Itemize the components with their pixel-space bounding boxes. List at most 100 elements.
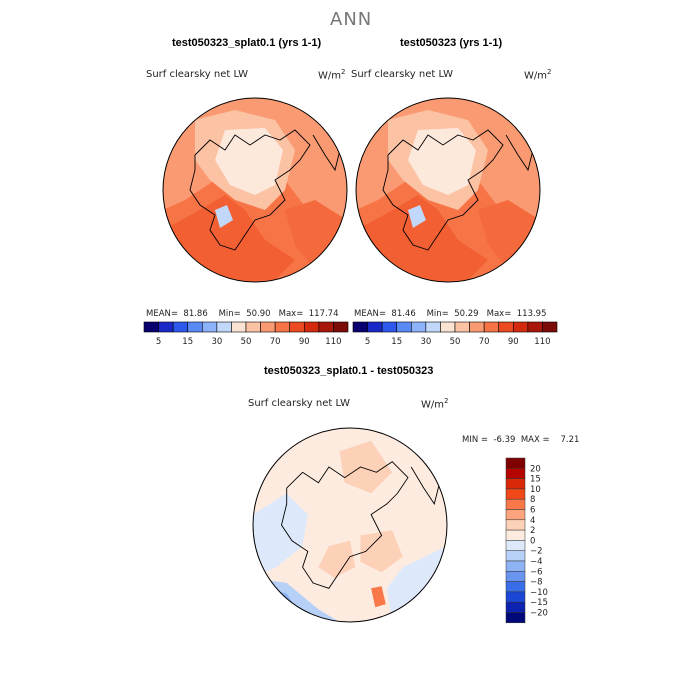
diff-colorbar-tick-label: −20 xyxy=(530,609,548,619)
panel1-max: 117.74 xyxy=(308,309,339,319)
panel2-colorbar-swatch xyxy=(512,321,529,333)
diff-colorbar-swatch xyxy=(505,581,526,593)
diff-colorbar-tick-label: −15 xyxy=(530,598,548,608)
diff-colorbar-swatch xyxy=(505,468,526,479)
panel2-colorbar-swatch xyxy=(527,321,543,333)
panel2-colorbar-swatch xyxy=(352,321,368,333)
field-region-pos xyxy=(318,540,356,578)
panel1-min-label: Min= xyxy=(218,309,241,319)
diff-colorbar-tick-label: 8 xyxy=(530,495,535,505)
diff-colorbar-tick-label: 15 xyxy=(530,475,541,485)
diff-colorbar-swatch xyxy=(505,560,526,572)
map-boundary xyxy=(355,97,541,283)
panel2-max-label: Max= xyxy=(486,309,512,319)
panel1-colorbar-tick-label: 70 xyxy=(270,337,281,347)
panel2-colorbar-tick-label: 70 xyxy=(479,337,490,347)
panel1-units: W/m2 xyxy=(318,68,346,82)
diff-colorbar-tick-label: 6 xyxy=(530,506,535,516)
diff-max-label: MAX = xyxy=(520,435,550,445)
diff-min: -6.39 xyxy=(493,435,516,445)
panel1-colorbar-swatch xyxy=(289,321,305,333)
panel2-units: W/m2 xyxy=(524,68,552,82)
panel2-max: 113.95 xyxy=(516,309,547,319)
main-title: ANN xyxy=(330,9,373,30)
panel1-colorbar-tick-label: 5 xyxy=(156,337,161,347)
field-region-cold xyxy=(408,205,426,228)
panel1-colorbar-swatch xyxy=(260,321,276,333)
panel1-colorbar-swatch xyxy=(201,321,218,333)
diff-colorbar-swatch xyxy=(505,540,526,551)
panel1-max-label: Max= xyxy=(278,309,304,319)
diff-max: 7.21 xyxy=(560,435,580,445)
panel1-colorbar-swatch xyxy=(216,321,232,333)
panel2-variable: Surf clearsky net LW xyxy=(351,69,454,80)
panel2-colorbar-swatch xyxy=(440,321,456,333)
panel2-colorbar-swatch xyxy=(454,321,470,333)
diff-colorbar-swatch xyxy=(505,591,526,603)
coastline xyxy=(189,129,311,251)
diff-colorbar-swatch xyxy=(505,571,526,582)
panel2-title: test050323 (yrs 1-1) xyxy=(400,37,503,49)
diff-colorbar-tick-label: −8 xyxy=(530,578,543,588)
diff-colorbar-tick-label: −10 xyxy=(530,588,548,598)
field-region-neg xyxy=(253,493,308,578)
panel2-colorbar-tick-label: 15 xyxy=(391,337,402,347)
panel1-colorbar-tick-label: 90 xyxy=(299,337,310,347)
panel1-colorbar-swatch xyxy=(187,321,203,333)
field-region-lowest xyxy=(408,128,476,195)
diff-minmax: MIN = -6.39 MAX = 7.21 xyxy=(462,435,579,445)
panel1-mean: 81.86 xyxy=(183,309,208,319)
panel1-colorbar-tick-label: 15 xyxy=(182,337,193,347)
panel2-colorbar-swatch xyxy=(396,321,412,333)
diff-variable: Surf clearsky net LW xyxy=(248,398,351,409)
diff-units: W/m2 xyxy=(421,397,449,411)
diff-colorbar-swatch xyxy=(505,488,526,500)
diff-colorbar-tick-label: 2 xyxy=(530,526,535,536)
panel1-colorbar-swatch xyxy=(158,321,174,333)
panel1-colorbar-swatch xyxy=(172,321,189,333)
panel1-colorbar: 51530507090110130 xyxy=(143,321,349,347)
field-region-pos xyxy=(360,530,403,573)
diff-colorbar-tick-label: 4 xyxy=(530,516,535,526)
panel2-mean-label: MEAN= xyxy=(354,309,386,319)
panel2-colorbar-tick-label: 110 xyxy=(534,337,550,347)
panel1-colorbar-swatch xyxy=(318,321,334,333)
diff-colorbar-swatch xyxy=(505,550,526,562)
coastline xyxy=(382,129,504,251)
panel1-colorbar-swatch xyxy=(245,321,261,333)
coastline xyxy=(281,461,409,589)
panel2-colorbar-tick-label: 30 xyxy=(420,337,431,347)
diff-colorbar-tick-label: 0 xyxy=(530,536,535,546)
panel2-min-label: Min= xyxy=(426,309,449,319)
diff-min-label: MIN = xyxy=(462,435,489,445)
diff-colorbar-swatch xyxy=(505,519,526,531)
diff-colorbar-swatch xyxy=(505,498,526,510)
panel1-colorbar-swatch xyxy=(231,321,247,333)
panel2-colorbar-swatch xyxy=(542,321,558,333)
diff-colorbar-tick-label: −4 xyxy=(530,557,543,567)
panel2-colorbar-swatch xyxy=(498,321,514,333)
panel2-colorbar-swatch xyxy=(469,321,485,333)
panel2-mean: 81.46 xyxy=(391,309,416,319)
diff-colorbar-tick-label: −2 xyxy=(530,547,543,557)
field-region-pos xyxy=(371,586,386,608)
diff-colorbar-tick-label: −6 xyxy=(530,567,543,577)
diff-colorbar-swatch xyxy=(505,601,526,613)
diff-colorbar-swatch xyxy=(505,478,526,490)
panel1-title: test050323_splat0.1 (yrs 1-1) xyxy=(172,37,322,49)
panel1-stats: MEAN= 81.86 Min= 50.90 Max= 117.74 xyxy=(146,309,339,319)
panel2-colorbar-tick-label: 5 xyxy=(365,337,370,347)
panel2-min: 50.29 xyxy=(454,309,479,319)
diff-colorbar-tick-label: 10 xyxy=(530,485,541,495)
diff-map xyxy=(252,427,448,623)
panel1-colorbar-tick-label: 30 xyxy=(211,337,222,347)
diff-colorbar-swatch xyxy=(505,612,526,624)
field-region-cold xyxy=(215,205,233,228)
panel1-colorbar-swatch xyxy=(274,321,291,333)
diff-colorbar-swatch xyxy=(505,457,526,469)
map-boundary xyxy=(162,97,348,283)
diff-title: test050323_splat0.1 - test050323 xyxy=(264,365,434,377)
panel1-colorbar-swatch xyxy=(143,321,159,333)
panel2-colorbar-swatch xyxy=(367,321,383,333)
